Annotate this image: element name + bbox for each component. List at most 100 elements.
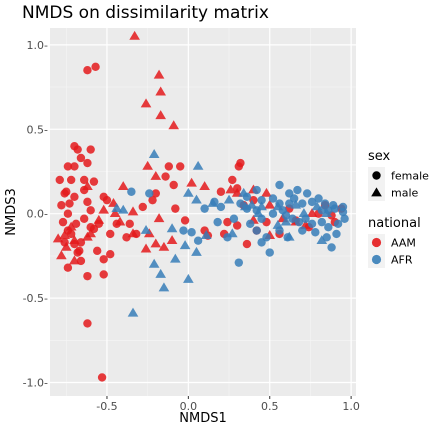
data-point bbox=[79, 214, 89, 223]
data-point bbox=[265, 248, 274, 257]
data-point bbox=[65, 199, 74, 208]
legend-title: national bbox=[368, 216, 421, 231]
data-point bbox=[63, 162, 73, 171]
data-point bbox=[238, 187, 250, 197]
data-point bbox=[223, 194, 235, 204]
data-point bbox=[106, 229, 115, 239]
data-point bbox=[155, 110, 167, 120]
legend-title: sex bbox=[368, 149, 391, 164]
data-point bbox=[311, 228, 320, 237]
data-point bbox=[63, 209, 73, 218]
data-point bbox=[179, 240, 191, 250]
data-point bbox=[275, 180, 284, 190]
data-point bbox=[298, 208, 310, 218]
data-point bbox=[307, 219, 317, 229]
data-point bbox=[70, 162, 79, 171]
legend-circle-icon bbox=[372, 171, 381, 180]
y-tick-label: -0.5- bbox=[23, 292, 48, 305]
data-point bbox=[148, 195, 157, 205]
legend-color-swatch bbox=[371, 254, 382, 265]
data-point bbox=[155, 268, 167, 278]
data-point bbox=[216, 202, 226, 212]
data-point bbox=[65, 221, 77, 231]
data-point bbox=[268, 194, 278, 203]
data-point bbox=[99, 255, 108, 264]
data-point bbox=[82, 181, 93, 191]
data-point bbox=[85, 228, 97, 238]
x-tick-label: -0.5 bbox=[96, 400, 117, 413]
data-point bbox=[207, 197, 219, 207]
data-point bbox=[71, 219, 81, 229]
data-point bbox=[155, 86, 167, 96]
data-point bbox=[158, 282, 170, 292]
data-point bbox=[176, 162, 185, 171]
data-points bbox=[52, 30, 349, 382]
data-point bbox=[83, 158, 92, 168]
data-point bbox=[256, 201, 267, 211]
data-point bbox=[99, 270, 108, 279]
data-point bbox=[179, 226, 188, 235]
data-point bbox=[186, 177, 197, 187]
data-point bbox=[140, 243, 152, 253]
data-point bbox=[79, 175, 89, 185]
data-point bbox=[322, 233, 331, 242]
data-point bbox=[127, 187, 136, 196]
data-point bbox=[332, 229, 341, 239]
data-point bbox=[246, 219, 255, 229]
data-point bbox=[223, 217, 232, 227]
data-point bbox=[226, 228, 238, 238]
data-point bbox=[314, 194, 323, 203]
data-point bbox=[242, 239, 252, 249]
data-point bbox=[234, 258, 244, 267]
data-point bbox=[75, 246, 84, 256]
data-point bbox=[320, 199, 330, 208]
data-point bbox=[283, 231, 295, 241]
data-point bbox=[236, 158, 245, 168]
data-point bbox=[272, 201, 284, 211]
data-point bbox=[98, 204, 110, 214]
data-point bbox=[102, 195, 112, 205]
y-axis-ticks: -1.0- -0.5- 0.0- 0.5- 1.0- bbox=[23, 39, 48, 390]
data-point bbox=[140, 224, 152, 234]
data-point bbox=[166, 235, 178, 245]
legend-label: AAM bbox=[391, 237, 416, 250]
data-point bbox=[83, 271, 92, 281]
data-point bbox=[199, 181, 210, 191]
legend-triangle-icon bbox=[371, 187, 382, 197]
data-point bbox=[183, 273, 194, 283]
data-point bbox=[290, 199, 302, 209]
data-point bbox=[86, 206, 95, 215]
data-point bbox=[125, 219, 134, 229]
data-point bbox=[193, 236, 203, 245]
data-point bbox=[298, 226, 307, 235]
data-point bbox=[153, 213, 165, 223]
data-point bbox=[83, 66, 92, 75]
data-point bbox=[321, 208, 333, 218]
data-point bbox=[187, 228, 196, 237]
y-tick-label: 0.0- bbox=[27, 208, 48, 221]
data-point bbox=[285, 189, 294, 198]
data-point bbox=[127, 307, 139, 317]
data-point bbox=[340, 214, 349, 223]
data-point bbox=[148, 149, 160, 158]
data-point bbox=[83, 197, 92, 207]
data-point bbox=[329, 201, 338, 210]
data-point bbox=[252, 185, 261, 195]
data-point bbox=[70, 192, 79, 202]
data-point bbox=[60, 241, 72, 251]
data-point bbox=[252, 226, 261, 235]
legend-label: male bbox=[391, 187, 419, 200]
data-point bbox=[253, 208, 264, 218]
data-point bbox=[59, 230, 70, 239]
data-point bbox=[257, 195, 266, 205]
data-point bbox=[169, 180, 178, 190]
data-point bbox=[138, 202, 147, 212]
data-point bbox=[307, 197, 317, 207]
data-point bbox=[311, 201, 323, 211]
data-point bbox=[200, 230, 212, 239]
data-point bbox=[338, 207, 348, 217]
data-point bbox=[55, 175, 64, 185]
data-point bbox=[93, 246, 102, 256]
chart-title: NMDS on dissimilarity matrix bbox=[22, 3, 269, 23]
